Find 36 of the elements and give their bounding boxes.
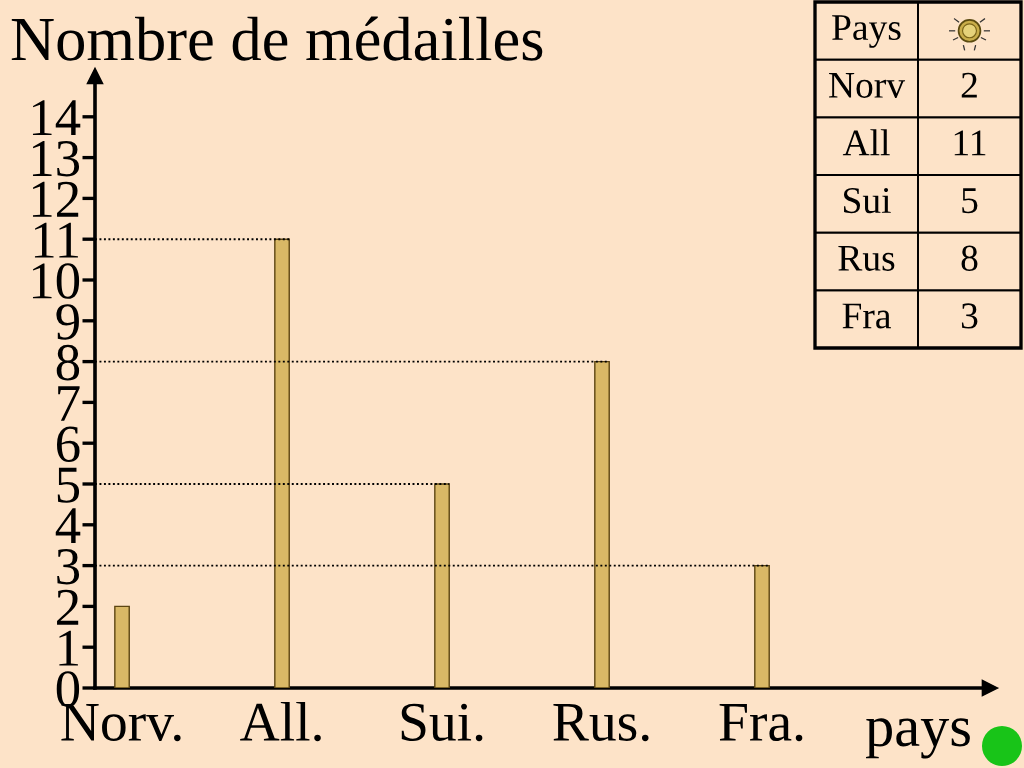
y-tick-label: 1 — [59, 630, 78, 666]
x-tick-label: Rus. — [553, 704, 649, 742]
x-axis-title: pays — [866, 718, 970, 759]
bar — [274, 238, 290, 688]
bar — [434, 483, 450, 688]
y-tick-label: 7 — [58, 386, 80, 421]
y-tick-label: 2 — [57, 589, 79, 625]
category-label: Sui — [844, 188, 891, 214]
data-label: 11 — [954, 130, 986, 156]
category-label: All — [842, 129, 890, 156]
y-tick-label: 4 — [55, 508, 81, 544]
bar — [114, 605, 130, 688]
x-tick-label: Sui. — [401, 703, 483, 742]
x-tick-label: Fra. — [719, 704, 803, 742]
data-label: 8 — [961, 245, 978, 271]
category-label: Fra — [842, 303, 891, 329]
y-tick-label: 3 — [57, 548, 80, 585]
y-tick-label: 10 — [32, 263, 80, 299]
bar — [594, 360, 610, 688]
category-label: Norv — [829, 72, 906, 98]
category-label: Rus — [838, 245, 895, 271]
data-label: 5 — [962, 188, 978, 214]
y-axis-title: Nombre de médailles — [11, 16, 543, 61]
data-label: 2 — [961, 72, 977, 98]
bar — [754, 564, 770, 688]
y-tick-label: 11 — [34, 222, 78, 258]
y-tick-label: 6 — [56, 426, 80, 463]
y-tick-label: 5 — [57, 467, 80, 503]
y-tick-label: 13 — [32, 140, 80, 177]
y-tick-label: 12 — [32, 181, 79, 217]
data-label: 3 — [961, 303, 978, 329]
y-tick-label: 9 — [56, 304, 79, 340]
x-tick-label: All. — [240, 701, 321, 742]
text: Pays — [832, 15, 901, 48]
y-tick-label: 14 — [32, 100, 81, 136]
y-tick-label: 8 — [56, 344, 80, 381]
